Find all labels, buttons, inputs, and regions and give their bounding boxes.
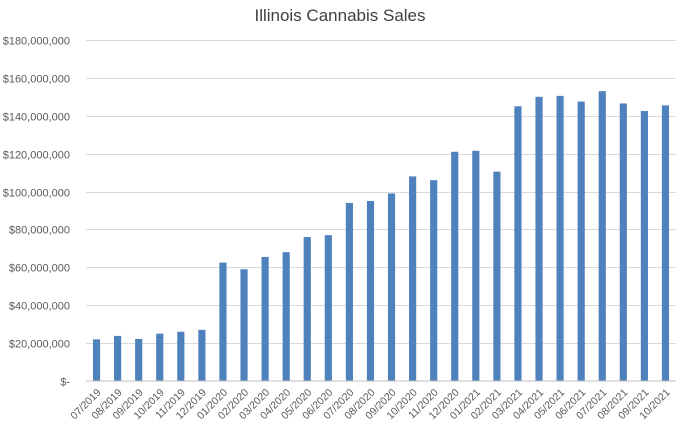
bar-08-2019 — [114, 335, 122, 381]
x-axis-tick-labels: 07/201908/201909/201910/201911/201912/20… — [68, 387, 672, 422]
bar-04-2021 — [535, 96, 543, 381]
bar-04-2020 — [282, 252, 290, 381]
y-tick-label: $120,000,000 — [3, 150, 70, 162]
bar-07-2019 — [92, 339, 101, 381]
y-tick-label: $80,000,000 — [9, 225, 70, 237]
bar-05-2021 — [556, 95, 564, 381]
bar-12-2019 — [198, 329, 206, 381]
bar-10-2021 — [661, 105, 670, 382]
y-tick-label: $140,000,000 — [3, 112, 70, 124]
bar-10-2020 — [409, 176, 417, 381]
y-tick-label: $100,000,000 — [3, 188, 70, 200]
bar-08-2021 — [619, 103, 627, 382]
bar-03-2020 — [261, 256, 269, 381]
chart-title: Illinois Cannabis Sales — [254, 6, 425, 25]
grid-lines — [86, 40, 676, 344]
y-tick-label: $160,000,000 — [3, 74, 70, 86]
bar-12-2020 — [451, 151, 459, 381]
y-axis-tick-labels: $- $20,000,000 $40,000,000 $60,000,000 $80,0… — [3, 36, 71, 389]
y-tick-label: $60,000,000 — [9, 263, 70, 275]
bar-03-2021 — [514, 106, 522, 381]
bar-06-2021 — [577, 101, 585, 381]
y-tick-label: $180,000,000 — [3, 36, 70, 48]
bar-09-2019 — [135, 338, 143, 381]
bar-11-2020 — [430, 180, 438, 381]
bar-02-2020 — [240, 269, 248, 381]
bar-07-2021 — [598, 91, 606, 382]
y-tick-label: $40,000,000 — [9, 301, 70, 313]
y-tick-label: $- — [60, 377, 70, 389]
bar-07-2020 — [345, 202, 353, 381]
bar-10-2019 — [156, 333, 164, 381]
bar-01-2021 — [472, 150, 480, 381]
bar-08-2020 — [366, 201, 375, 381]
bar-06-2020 — [324, 235, 332, 381]
bar-09-2020 — [387, 193, 396, 381]
bar-02-2021 — [493, 171, 501, 381]
bar-09-2021 — [640, 111, 648, 381]
bar-11-2019 — [177, 331, 185, 381]
bar-05-2020 — [303, 237, 311, 381]
y-tick-label: $20,000,000 — [9, 339, 70, 351]
data-bars — [92, 91, 670, 382]
bar-01-2020 — [219, 262, 227, 381]
